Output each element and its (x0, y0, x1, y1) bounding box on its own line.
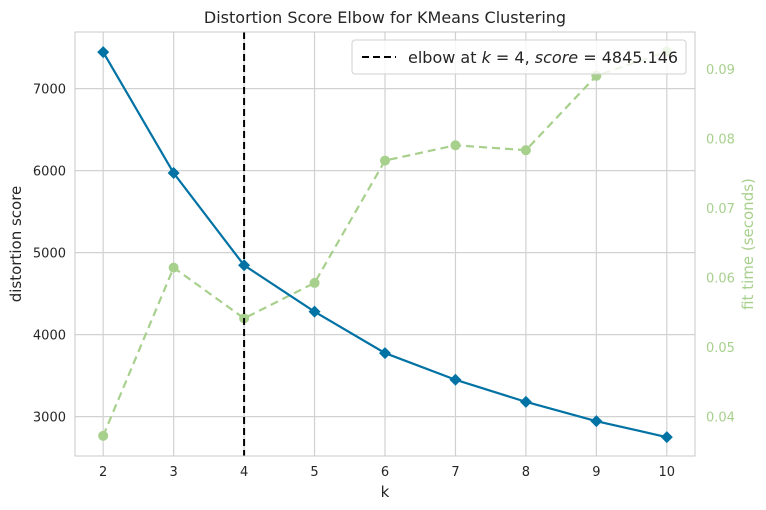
distortion-score-point (167, 167, 180, 180)
distortion-score-point (660, 431, 673, 444)
y2-tick-label: 0.05 (706, 341, 735, 356)
y2-tick-label: 0.08 (706, 132, 735, 147)
y-tick-labels: 3000 4000 5000 6000 7000 (33, 83, 66, 426)
fit-time-point (380, 155, 390, 166)
x-tick-label: 2 (99, 465, 107, 480)
y2-tick-label: 0.06 (706, 271, 735, 286)
legend-elbow-label: elbow at k = 4, score = 4845.146 (408, 48, 678, 67)
x-tick-label: 9 (592, 465, 600, 480)
legend-score: score (535, 48, 579, 67)
y-axis-title: distortion score (7, 186, 25, 303)
distortion-score-series (97, 46, 673, 444)
y2-axis-title: fit time (seconds) (739, 178, 757, 310)
fit-time-point (98, 430, 109, 441)
fit-time-series (98, 46, 672, 441)
fit-time-point (520, 145, 531, 156)
y-tick-label: 6000 (33, 165, 66, 180)
distortion-score-point (379, 347, 391, 360)
x-tick-labels: 2 3 4 5 6 7 8 9 10 (99, 465, 675, 480)
y-tick-label: 3000 (33, 411, 66, 426)
y2-tick-label: 0.09 (706, 63, 735, 78)
y2-tick-labels: 0.04 0.05 0.06 0.07 0.08 0.09 (706, 63, 735, 426)
distortion-score-point (590, 415, 603, 428)
y2-tick-label: 0.04 (706, 410, 735, 425)
y-tick-label: 7000 (33, 83, 66, 98)
x-tick-label: 3 (169, 465, 177, 480)
fit-time-line (102, 50, 668, 437)
legend-box (351, 39, 687, 75)
distortion-score-point (519, 395, 532, 408)
x-axis-title: k (381, 483, 390, 501)
y-tick-label: 4000 (33, 329, 66, 344)
legend: elbow at k = 4, score = 4845.146 (351, 39, 687, 75)
fit-time-point (168, 262, 179, 273)
distortion-score-point (238, 259, 251, 272)
plot-frame (74, 31, 696, 457)
x-tick-label: 6 (381, 465, 389, 480)
legend-eq1: = 4, (491, 48, 535, 67)
legend-k: k (482, 48, 492, 67)
distortion-score-point (449, 373, 462, 386)
y2-tick-label: 0.07 (706, 202, 735, 217)
distortion-score-point (97, 46, 110, 59)
fit-time-point (450, 140, 461, 151)
x-tick-label: 10 (659, 465, 676, 480)
distortion-score-point (308, 305, 321, 318)
fit-time-point (309, 277, 320, 288)
x-tick-label: 5 (310, 465, 318, 480)
x-tick-label: 4 (240, 465, 248, 480)
chart-title: Distortion Score Elbow for KMeans Cluste… (204, 8, 566, 27)
y-tick-label: 5000 (33, 247, 66, 262)
legend-prefix: elbow at (408, 48, 482, 67)
legend-eq2: = 4845.146 (578, 48, 678, 67)
x-tick-label: 7 (451, 465, 459, 480)
x-tick-label: 8 (522, 465, 530, 480)
